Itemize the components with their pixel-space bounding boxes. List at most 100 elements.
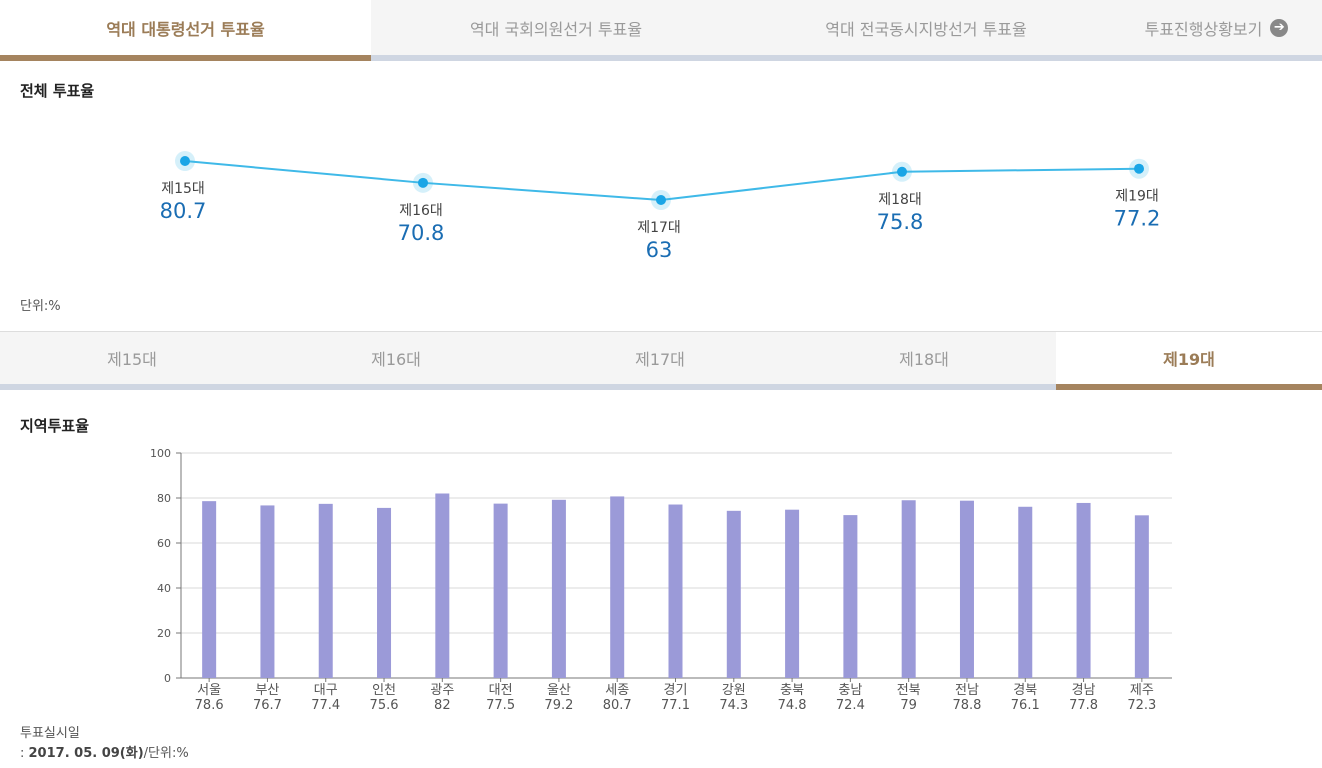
x-value-label: 76.7	[253, 698, 282, 713]
bar[interactable]	[318, 503, 333, 678]
bar[interactable]	[377, 507, 392, 678]
x-category-label: 울산	[547, 683, 571, 698]
divider	[0, 331, 1322, 332]
x-category-label: 서울	[197, 683, 221, 698]
bar[interactable]	[668, 504, 683, 678]
bar[interactable]	[785, 509, 800, 678]
point-category-label: 제19대	[1115, 189, 1159, 205]
x-value-label: 80.7	[603, 698, 632, 713]
point-category-label: 제16대	[399, 203, 443, 219]
x-value-label: 77.4	[311, 698, 340, 713]
y-tick-label: 60	[157, 537, 171, 550]
x-value-label: 78.8	[952, 698, 981, 713]
x-category-label: 경기	[664, 683, 688, 698]
bar[interactable]	[901, 500, 916, 678]
overall-turnout-chart: 제15대 80.7 제16대 70.8 제17대 63 제18대 75.8 제19대 77.2	[160, 151, 1161, 262]
tab-national-assembly[interactable]: 역대 국회의원선거 투표율	[371, 0, 741, 61]
point-value-label: 70.8	[398, 221, 445, 245]
x-category-label: 충남	[838, 683, 862, 698]
x-value-label: 74.3	[719, 698, 748, 713]
x-value-label: 82	[434, 698, 451, 713]
x-category-label: 경북	[1013, 683, 1037, 698]
tab-label: 역대 전국동시지방선거 투표율	[825, 19, 1027, 39]
bar[interactable]	[1076, 502, 1091, 678]
bar[interactable]	[726, 510, 741, 678]
point-category-label: 제15대	[161, 181, 205, 197]
x-value-label: 77.1	[661, 698, 690, 713]
point-value-label: 63	[646, 238, 673, 262]
x-value-label: 79	[900, 698, 917, 713]
election-type-tabs: 역대 대통령선거 투표율 역대 국회의원선거 투표율 역대 전국동시지방선거 투…	[0, 0, 1322, 61]
point-category-label: 제18대	[878, 192, 922, 208]
x-value-label: 78.6	[195, 698, 224, 713]
tab-label: 제17대	[635, 350, 685, 369]
x-category-label: 광주	[430, 683, 454, 698]
tab-label: 제19대	[1163, 350, 1215, 369]
footnote-prefix: :	[20, 746, 29, 761]
point-value-label: 77.2	[1114, 207, 1161, 231]
tab-label: 제18대	[899, 350, 949, 369]
x-category-label: 인천	[372, 683, 396, 698]
footnote-unit: /단위:%	[143, 746, 189, 761]
x-value-label: 77.8	[1069, 698, 1098, 713]
x-value-label: 75.6	[370, 698, 399, 713]
tab-voting-progress[interactable]: 투표진행상황보기 ➔	[1111, 0, 1322, 61]
arrow-right-icon: ➔	[1270, 18, 1289, 37]
y-tick-label: 20	[157, 627, 171, 640]
bar[interactable]	[610, 496, 625, 678]
bar[interactable]	[551, 499, 566, 678]
tab-round-17[interactable]: 제17대	[528, 332, 792, 390]
tab-presidential[interactable]: 역대 대통령선거 투표율	[0, 0, 371, 61]
x-value-label: 76.1	[1011, 698, 1040, 713]
y-tick-label: 40	[157, 582, 171, 595]
tab-label: 투표진행상황보기	[1144, 19, 1263, 39]
tab-label: 제15대	[107, 350, 157, 369]
x-value-label: 79.2	[544, 698, 573, 713]
x-category-label: 대전	[489, 683, 513, 698]
x-category-label: 제주	[1130, 683, 1154, 698]
data-point[interactable]	[418, 177, 428, 188]
x-category-label: 대구	[314, 683, 338, 698]
point-value-label: 75.8	[877, 210, 924, 234]
tab-label: 제16대	[371, 350, 421, 369]
data-point[interactable]	[1134, 163, 1144, 174]
overall-title: 전체 투표율	[20, 82, 95, 100]
x-value-label: 74.8	[778, 698, 807, 713]
footnote-label: 투표실시일	[20, 726, 80, 741]
point-category-label: 제17대	[637, 220, 681, 236]
bar[interactable]	[1134, 515, 1149, 678]
x-value-label: 77.5	[486, 698, 515, 713]
bar[interactable]	[843, 515, 858, 678]
bar[interactable]	[260, 505, 275, 678]
bar[interactable]	[493, 503, 508, 678]
data-point[interactable]	[656, 195, 666, 205]
y-tick-label: 100	[150, 447, 171, 460]
tab-label: 역대 국회의원선거 투표율	[469, 19, 643, 39]
x-category-label: 전남	[955, 683, 979, 698]
tab-round-19[interactable]: 제19대	[1056, 332, 1322, 390]
tab-label: 역대 대통령선거 투표율	[106, 19, 265, 39]
overall-unit: 단위:%	[20, 299, 61, 314]
bar[interactable]	[1018, 506, 1033, 678]
regional-title: 지역투표율	[20, 417, 90, 435]
footnote-line: : 2017. 05. 09(화)/단위:%	[20, 742, 189, 761]
x-value-label: 72.3	[1127, 698, 1156, 713]
election-date: 2017. 05. 09(화)	[28, 746, 144, 761]
bar[interactable]	[435, 493, 450, 679]
bar[interactable]	[202, 501, 217, 678]
x-category-label: 경남	[1072, 683, 1096, 698]
data-point[interactable]	[180, 156, 190, 166]
tab-round-16[interactable]: 제16대	[264, 332, 528, 390]
bar[interactable]	[959, 500, 974, 678]
x-category-label: 전북	[897, 683, 921, 698]
data-point[interactable]	[897, 166, 907, 177]
tab-round-15[interactable]: 제15대	[0, 332, 264, 390]
x-category-label: 부산	[255, 683, 279, 698]
tab-round-18[interactable]: 제18대	[792, 332, 1056, 390]
y-tick-label: 80	[157, 492, 171, 505]
tab-local-election[interactable]: 역대 전국동시지방선거 투표율	[741, 0, 1111, 61]
point-value-label: 80.7	[160, 199, 207, 223]
election-round-tabs: 제15대 제16대 제17대 제18대 제19대	[0, 332, 1322, 390]
x-category-label: 강원	[722, 683, 746, 698]
